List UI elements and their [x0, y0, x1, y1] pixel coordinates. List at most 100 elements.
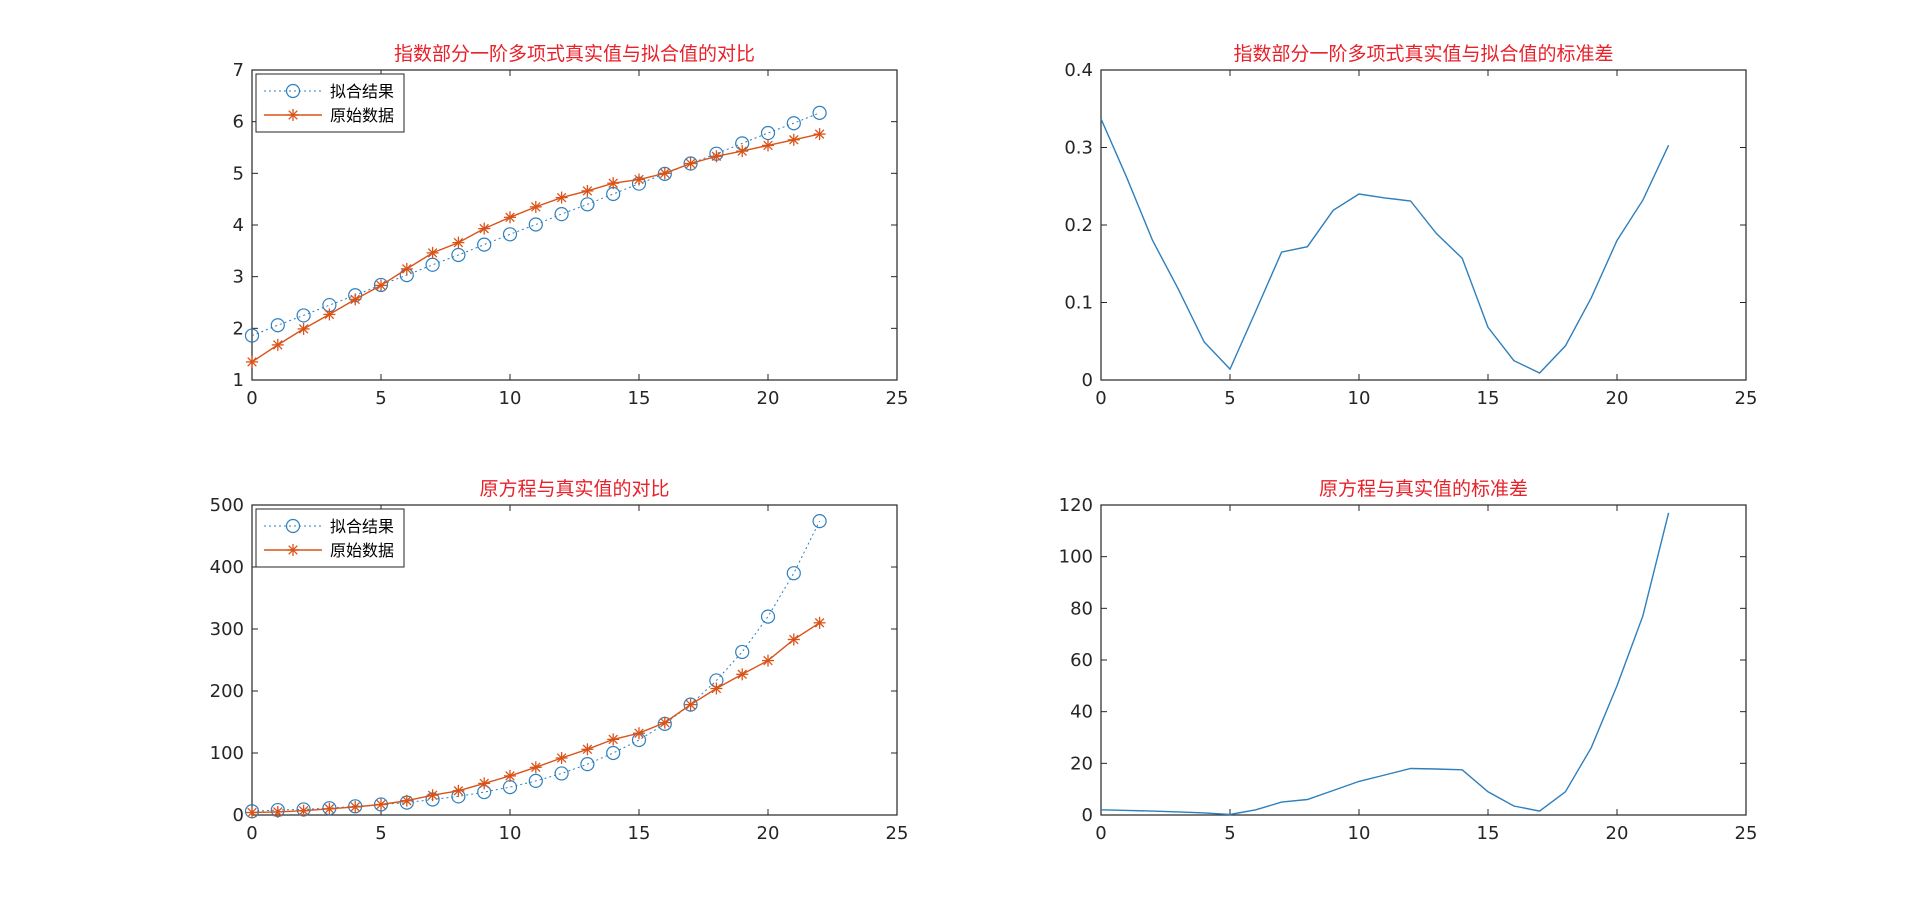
data-point-star	[529, 761, 542, 774]
data-point-star	[787, 633, 800, 646]
x-tick-label: 5	[1224, 388, 1235, 409]
y-tick-label: 7	[233, 60, 244, 81]
data-point-circle	[244, 328, 260, 343]
data-point-star	[581, 743, 594, 756]
y-tick-label: 100	[210, 743, 244, 764]
legend-marker-circle	[285, 83, 301, 99]
data-point-circle	[786, 566, 801, 581]
legend-label: 拟合结果	[330, 517, 394, 536]
data-point-star	[452, 236, 465, 249]
y-tick-label: 80	[1070, 598, 1093, 619]
data-point-star	[297, 322, 310, 335]
legend-box	[255, 73, 405, 133]
x-tick-label: 25	[1735, 388, 1758, 409]
data-point-star	[323, 308, 336, 321]
chart-title: 原方程与真实值的对比	[479, 478, 669, 500]
data-point-circle	[373, 277, 389, 293]
data-point-circle	[477, 237, 492, 252]
y-tick-label: 5	[233, 163, 244, 184]
y-tick-label: 300	[210, 619, 244, 640]
data-point-star	[271, 805, 284, 818]
data-point-star	[581, 184, 594, 197]
data-point-circle	[296, 308, 311, 323]
legend-marker-star	[287, 544, 299, 556]
data-point-star	[246, 806, 258, 819]
data-point-star	[710, 150, 723, 163]
x-tick-label: 25	[1735, 823, 1758, 844]
data-point-circle	[735, 644, 750, 660]
data-point-circle	[502, 779, 518, 795]
series-line-1	[251, 133, 820, 363]
chart-title: 指数部分一阶多项式真实值与拟合值的标准差	[1233, 43, 1613, 65]
y-tick-label: 40	[1070, 702, 1093, 723]
data-point-circle	[425, 257, 440, 272]
data-point-star	[271, 338, 284, 351]
series-line	[1100, 118, 1670, 374]
y-tick-label: 0	[1082, 370, 1093, 391]
data-point-star	[555, 191, 568, 204]
data-point-star	[426, 246, 439, 259]
y-tick-label: 4	[233, 215, 244, 236]
data-point-star	[787, 133, 800, 146]
data-point-circle	[580, 757, 595, 772]
series-line-0	[251, 520, 821, 812]
legend-label: 原始数据	[330, 541, 394, 560]
x-tick-label: 15	[628, 823, 651, 844]
data-point-circle	[528, 217, 543, 232]
data-point-star	[452, 784, 465, 797]
legend-label: 原始数据	[330, 106, 394, 125]
legend-marker-star	[287, 109, 299, 121]
data-point-circle	[528, 773, 543, 789]
x-tick-label: 15	[628, 388, 651, 409]
y-tick-label: 400	[210, 557, 244, 578]
y-tick-label: 100	[1059, 547, 1093, 568]
data-point-star	[375, 279, 387, 292]
data-point-star	[297, 804, 310, 817]
y-tick-label: 1	[233, 370, 244, 391]
axes-box	[1100, 69, 1747, 381]
x-tick-label: 10	[499, 388, 522, 409]
y-tick-label: 500	[210, 495, 244, 516]
data-point-star	[762, 139, 774, 152]
data-point-star	[736, 145, 749, 158]
data-point-star	[555, 752, 568, 764]
chart-stddev-exponent: 指数部分一阶多项式真实值与拟合值的标准差 0 5 10 15 20 25 0 0.1 0.2 0.3…	[1064, 43, 1757, 409]
x-tick-label: 10	[499, 823, 522, 844]
x-tick-label: 25	[886, 823, 909, 844]
chart-title: 指数部分一阶多项式真实值与拟合值的对比	[394, 43, 755, 65]
data-point-star	[633, 727, 645, 740]
data-point-circle	[270, 318, 285, 333]
x-tick-label: 5	[375, 823, 386, 844]
data-point-star	[607, 177, 620, 190]
y-tick-label: 0	[233, 805, 244, 826]
data-point-circle	[606, 186, 621, 202]
data-point-circle	[683, 697, 698, 712]
x-tick-label: 20	[757, 388, 780, 409]
data-point-circle	[760, 125, 776, 141]
data-point-star	[607, 733, 620, 746]
x-tick-label: 0	[1095, 823, 1106, 844]
data-point-star	[762, 654, 774, 667]
legend-box	[255, 508, 405, 568]
data-point-star	[529, 200, 542, 213]
legend-marker-circle	[285, 518, 301, 534]
data-point-star	[400, 794, 413, 807]
data-point-star	[323, 802, 336, 815]
chart-fit-vs-raw-original: 原方程与真实值的对比 0 5 10 15 20 25 0 100 200 300 400 500 拟合结果…	[210, 478, 909, 844]
x-tick-label: 20	[1606, 388, 1629, 409]
x-tick-label: 0	[246, 823, 257, 844]
x-tick-label: 10	[1348, 823, 1371, 844]
y-tick-label: 60	[1070, 650, 1093, 671]
data-point-circle	[554, 207, 569, 222]
data-point-circle	[554, 766, 569, 781]
data-point-circle	[812, 105, 827, 120]
data-point-star	[684, 698, 697, 711]
series-line-0	[251, 112, 820, 337]
data-point-circle	[502, 227, 518, 242]
x-tick-label: 0	[246, 388, 257, 409]
data-point-star	[710, 682, 723, 695]
data-point-circle	[683, 156, 698, 171]
legend-label: 拟合结果	[330, 82, 394, 101]
data-point-star	[349, 293, 362, 306]
